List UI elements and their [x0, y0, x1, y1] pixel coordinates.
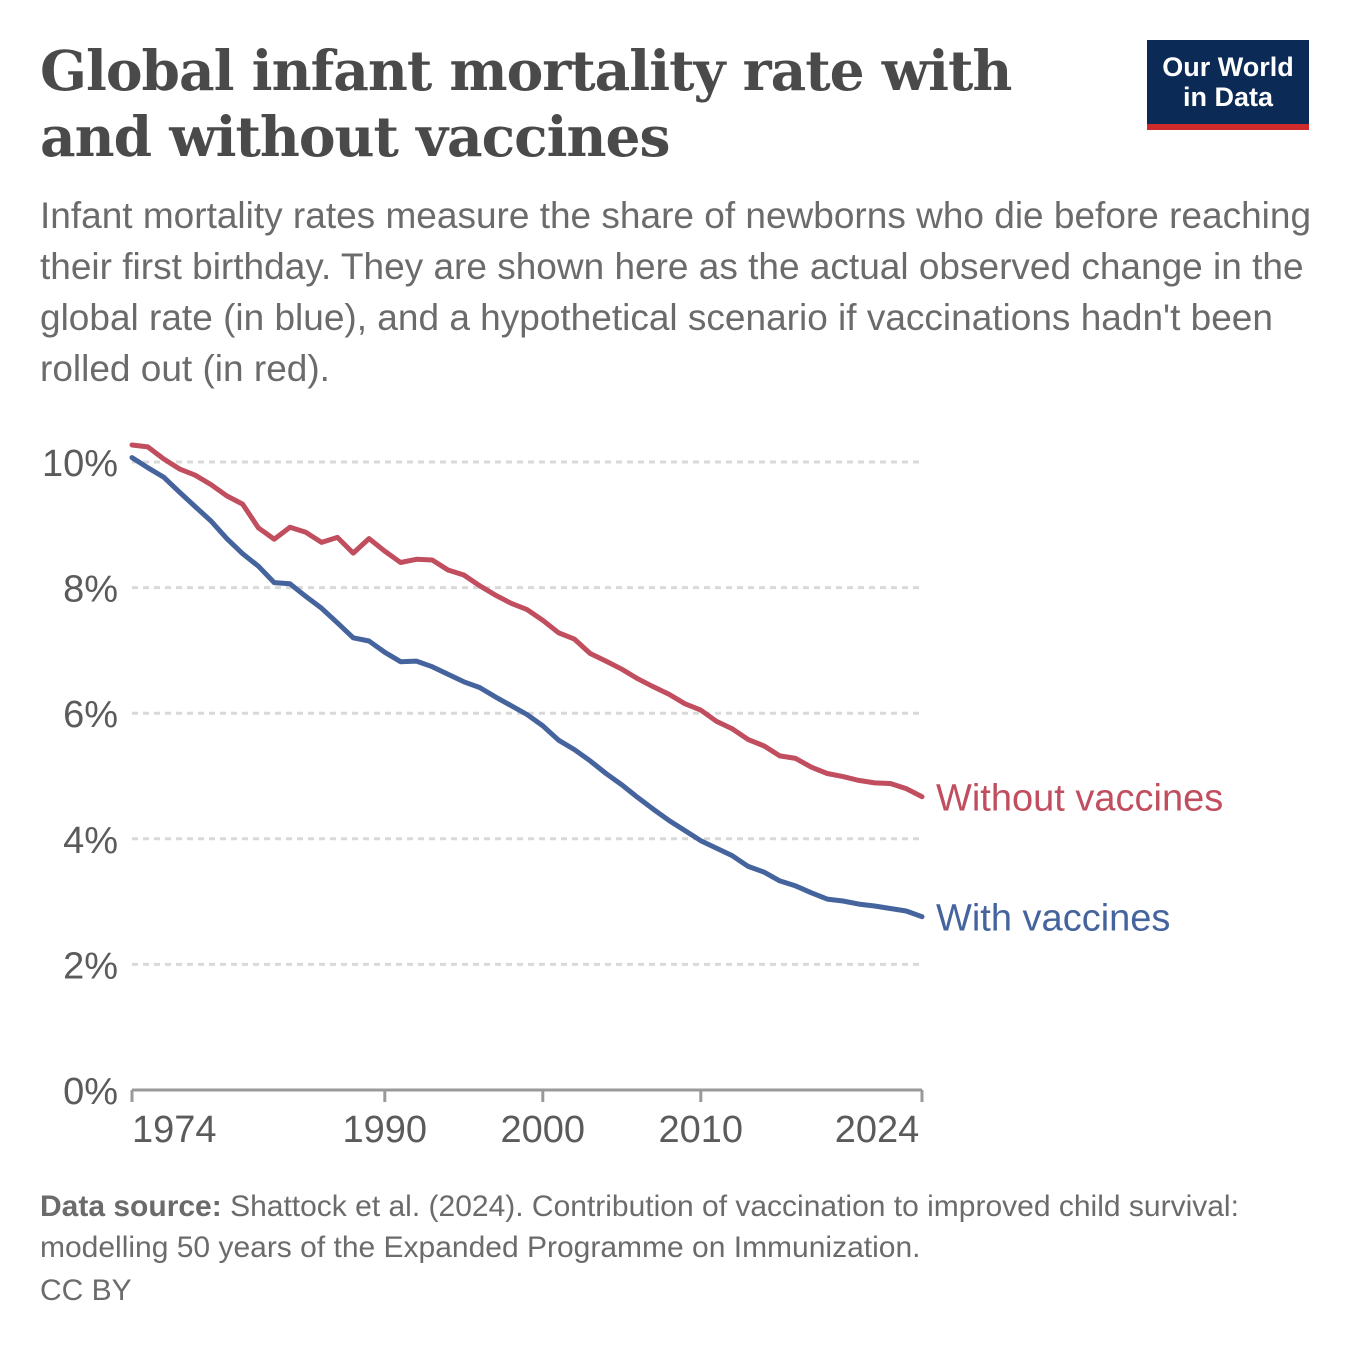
series-line — [129, 442, 925, 800]
x-tick-label: 2010 — [659, 1109, 744, 1151]
y-tick-label: 6% — [63, 694, 118, 736]
license-text: CC BY — [40, 1274, 132, 1307]
x-tick-label: 2000 — [501, 1109, 586, 1151]
series-label: With vaccines — [936, 898, 1170, 940]
y-tick-label: 2% — [63, 945, 118, 987]
chart-footer: Data source: Shattock et al. (2024). Con… — [40, 1186, 1320, 1311]
y-tick-label: 10% — [42, 443, 118, 485]
line-chart: 0% 2% 4% 6% 8% 10% 1974 1990 2000 2010 2024 Without… — [42, 442, 1223, 1151]
x-tick-label: 1990 — [343, 1109, 428, 1151]
data-source-text: Shattock et al. (2024). Contribution of … — [40, 1190, 1239, 1264]
series-line — [129, 455, 925, 920]
data-source-label: Data source: — [40, 1190, 222, 1223]
chart-subtitle: Infant mortality rates measure the share… — [40, 195, 1312, 389]
data-source-note: Data source: Shattock et al. (2024). Con… — [40, 1186, 1320, 1268]
y-tick-label: 8% — [63, 569, 118, 611]
series-label: Without vaccines — [936, 778, 1223, 820]
y-tick-label: 0% — [63, 1071, 118, 1113]
x-tick-label: 1974 — [132, 1109, 217, 1151]
logo-line-2: in Data — [1182, 82, 1274, 112]
owid-logo[interactable]: Our World in Data — [1147, 40, 1309, 130]
chart-title: Global infant mortality rate with and wi… — [40, 38, 1012, 169]
logo-line-1: Our World — [1162, 52, 1294, 82]
x-tick-label: 2024 — [835, 1109, 920, 1151]
y-tick-label: 4% — [63, 820, 118, 862]
